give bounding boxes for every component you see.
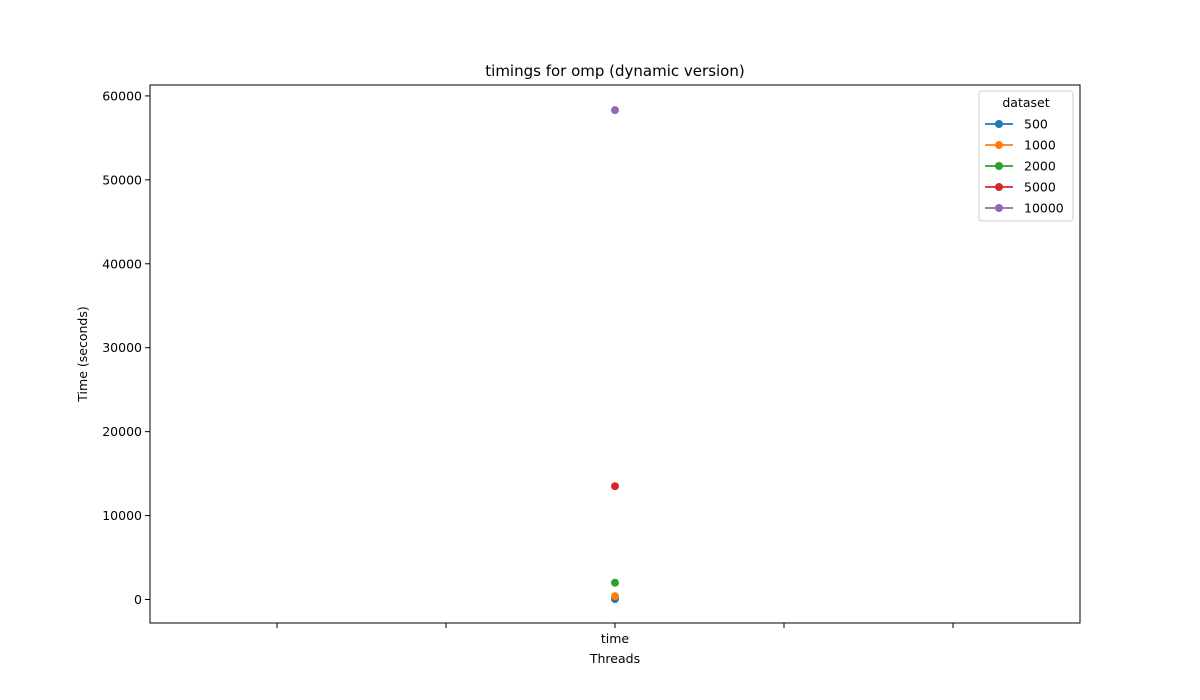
legend-label-500: 500 (1024, 117, 1048, 132)
legend-marker-10000 (995, 204, 1003, 212)
legend-title: dataset (1002, 95, 1049, 110)
y-axis-label: Time (seconds) (75, 306, 90, 402)
data-point-5000 (611, 482, 619, 491)
y-tick-label: 0 (134, 592, 142, 607)
legend-label-5000: 5000 (1024, 180, 1056, 195)
plot-frame (149, 84, 1081, 624)
chart-title: timings for omp (dynamic version) (485, 62, 744, 80)
data-point-1000 (611, 592, 619, 601)
legend-label-2000: 2000 (1024, 159, 1056, 174)
y-tick-label: 50000 (102, 172, 142, 187)
data-point-2000 (611, 578, 619, 587)
legend-marker-500 (995, 120, 1003, 128)
x-tick-label: time (601, 631, 630, 646)
axis-ticks: 0 10000 20000 30000 40000 50000 60000 time (102, 88, 954, 646)
y-tick-label: 10000 (102, 508, 142, 523)
legend-marker-5000 (995, 183, 1003, 191)
legend-label-10000: 10000 (1024, 201, 1064, 216)
y-tick-label: 30000 (102, 340, 142, 355)
legend-marker-1000 (995, 141, 1003, 149)
legend-marker-2000 (995, 162, 1003, 170)
data-point-10000 (611, 106, 619, 115)
legend: dataset 500 1000 2000 5000 10000 (978, 90, 1074, 222)
y-tick-label: 20000 (102, 424, 142, 439)
y-tick-label: 40000 (102, 256, 142, 271)
legend-label-1000: 1000 (1024, 138, 1056, 153)
data-marks (611, 106, 619, 603)
y-tick-label: 60000 (102, 88, 142, 103)
x-axis-label: Threads (589, 651, 640, 666)
